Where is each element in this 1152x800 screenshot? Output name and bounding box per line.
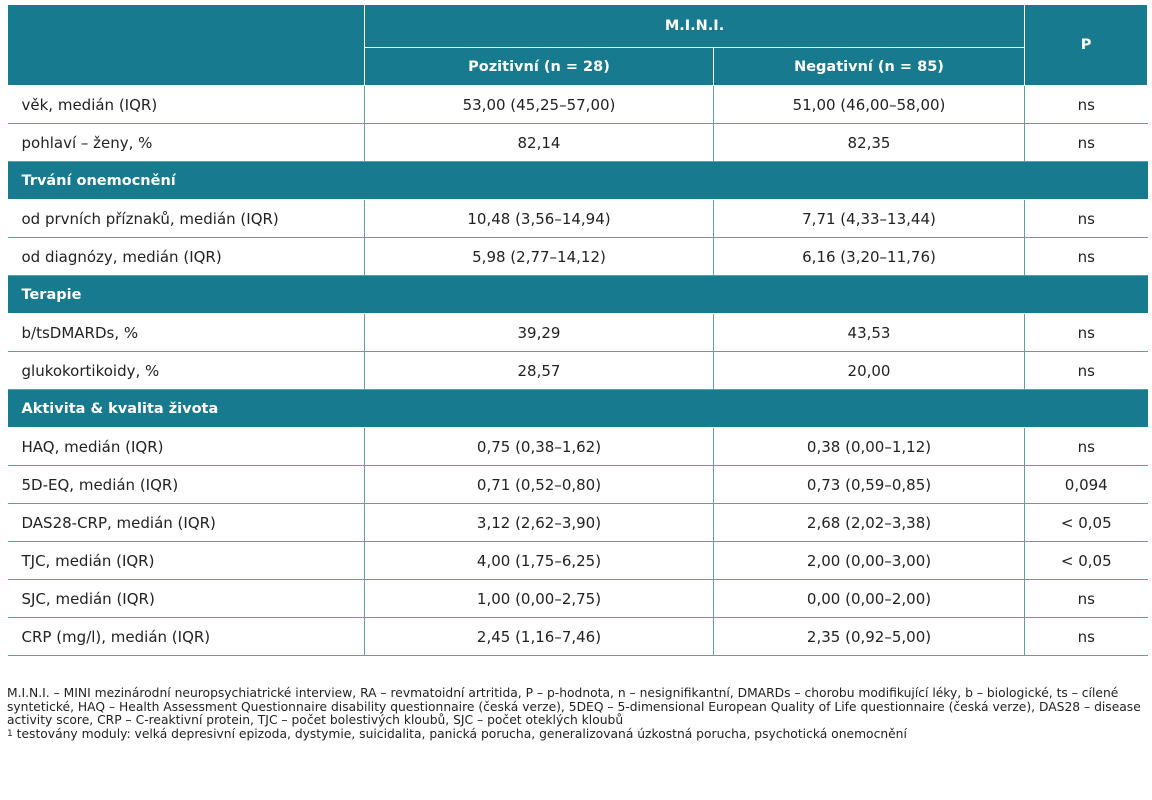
positive-value: 53,00 (45,25–57,00) (364, 85, 714, 124)
row-label: DAS28-CRP, medián (IQR) (7, 503, 365, 542)
row-label: od diagnózy, medián (IQR) (7, 237, 365, 276)
positive-value: 0,71 (0,52–0,80) (364, 465, 714, 504)
negative-value: 43,53 (713, 313, 1026, 352)
table-footnote: M.I.N.I. – MINI mezinárodní neuropsychia… (7, 686, 1147, 742)
results-table-wrapper: M.I.N.I. P Pozitivní (n = 28) Negativní … (7, 4, 1149, 656)
p-value: ns (1024, 85, 1148, 124)
row-label: od prvních příznaků, medián (IQR) (7, 199, 365, 238)
row-label: 5D-EQ, medián (IQR) (7, 465, 365, 504)
section-label: Trvání onemocnění (7, 161, 1148, 200)
positive-value: 82,14 (364, 123, 714, 162)
p-value: ns (1024, 617, 1148, 656)
header-p: P (1024, 4, 1149, 86)
positive-value: 39,29 (364, 313, 714, 352)
section-row: Aktivita & kvalita života (7, 389, 1148, 428)
p-value: 0,094 (1024, 465, 1148, 504)
footnote-modules: 1 testovány moduly: velká depresivní epi… (7, 726, 1147, 742)
table-row: pohlaví – ženy, % 82,14 82,35 ns (7, 123, 1148, 162)
p-value: < 0,05 (1024, 503, 1148, 542)
row-label: glukokortikoidy, % (7, 351, 365, 390)
positive-value: 2,45 (1,16–7,46) (364, 617, 714, 656)
negative-value: 7,71 (4,33–13,44) (713, 199, 1026, 238)
section-row: Terapie (7, 275, 1148, 314)
table-row: od diagnózy, medián (IQR) 5,98 (2,77–14,1… (7, 237, 1148, 276)
header-mini-group: M.I.N.I. (363, 4, 1026, 48)
results-table: M.I.N.I. P Pozitivní (n = 28) Negativní … (7, 4, 1149, 656)
negative-value: 2,68 (2,02–3,38) (713, 503, 1026, 542)
footnote-modules-text: testovány moduly: velká depresivní epizo… (16, 726, 907, 741)
negative-value: 0,73 (0,59–0,85) (713, 465, 1026, 504)
table-row: CRP (mg/l), medián (IQR) 2,45 (1,16–7,46)… (7, 617, 1148, 656)
p-value: ns (1024, 199, 1148, 238)
p-value: < 0,05 (1024, 541, 1148, 580)
positive-value: 1,00 (0,00–2,75) (364, 579, 714, 618)
negative-value: 2,00 (0,00–3,00) (713, 541, 1026, 580)
negative-value: 0,38 (0,00–1,12) (713, 427, 1026, 466)
header-blank-cell (7, 4, 365, 86)
section-label: Terapie (7, 275, 1148, 314)
table-row: věk, medián (IQR) 53,00 (45,25–57,00) 51,0… (7, 85, 1148, 124)
p-value: ns (1024, 427, 1148, 466)
row-label: pohlaví – ženy, % (7, 123, 365, 162)
row-label: b/tsDMARDs, % (7, 313, 365, 352)
positive-value: 28,57 (364, 351, 714, 390)
p-value: ns (1024, 237, 1148, 276)
negative-value: 2,35 (0,92–5,00) (713, 617, 1026, 656)
row-label: CRP (mg/l), medián (IQR) (7, 617, 365, 656)
positive-value: 3,12 (2,62–3,90) (364, 503, 714, 542)
row-label: TJC, medián (IQR) (7, 541, 365, 580)
table-row: od prvních příznaků, medián (IQR) 10,48 (… (7, 199, 1148, 238)
positive-value: 10,48 (3,56–14,94) (364, 199, 714, 238)
table-row: glukokortikoidy, % 28,57 20,00 ns (7, 351, 1148, 390)
table-row: 5D-EQ, medián (IQR) 0,71 (0,52–0,80) 0,73 … (7, 465, 1148, 504)
negative-value: 51,00 (46,00–58,00) (713, 85, 1026, 124)
header-row-subgroups: Pozitivní (n = 28) Negativní (n = 85) (8, 47, 1148, 86)
p-value: ns (1024, 123, 1148, 162)
row-label: HAQ, medián (IQR) (7, 427, 365, 466)
row-label: věk, medián (IQR) (7, 85, 365, 124)
p-value: ns (1024, 351, 1148, 390)
header-row-group: M.I.N.I. P (7, 4, 1149, 86)
negative-value: 82,35 (713, 123, 1026, 162)
footnote-abbreviations: M.I.N.I. – MINI mezinárodní neuropsychia… (7, 686, 1141, 727)
row-label: SJC, medián (IQR) (7, 579, 365, 618)
header-positive: Pozitivní (n = 28) (364, 47, 714, 86)
positive-value: 4,00 (1,75–6,25) (364, 541, 714, 580)
negative-value: 20,00 (713, 351, 1026, 390)
footnote-marker: 1 (7, 728, 13, 739)
table-row: TJC, medián (IQR) 4,00 (1,75–6,25) 2,00 (0… (7, 541, 1148, 580)
table-row: SJC, medián (IQR) 1,00 (0,00–2,75) 0,00 (0… (7, 579, 1148, 618)
section-row: Trvání onemocnění (7, 161, 1148, 200)
header-negative: Negativní (n = 85) (712, 47, 1026, 86)
table-row: DAS28-CRP, medián (IQR) 3,12 (2,62–3,90) 2… (7, 503, 1148, 542)
section-label: Aktivita & kvalita života (7, 389, 1148, 428)
p-value: ns (1024, 579, 1148, 618)
table-row: b/tsDMARDs, % 39,29 43,53 ns (7, 313, 1148, 352)
p-value: ns (1024, 313, 1148, 352)
negative-value: 0,00 (0,00–2,00) (713, 579, 1026, 618)
negative-value: 6,16 (3,20–11,76) (713, 237, 1026, 276)
table-body: věk, medián (IQR) 53,00 (45,25–57,00) 51,0… (7, 85, 1148, 656)
table-row: HAQ, medián (IQR) 0,75 (0,38–1,62) 0,38 (0… (7, 427, 1148, 466)
positive-value: 0,75 (0,38–1,62) (364, 427, 714, 466)
positive-value: 5,98 (2,77–14,12) (364, 237, 714, 276)
